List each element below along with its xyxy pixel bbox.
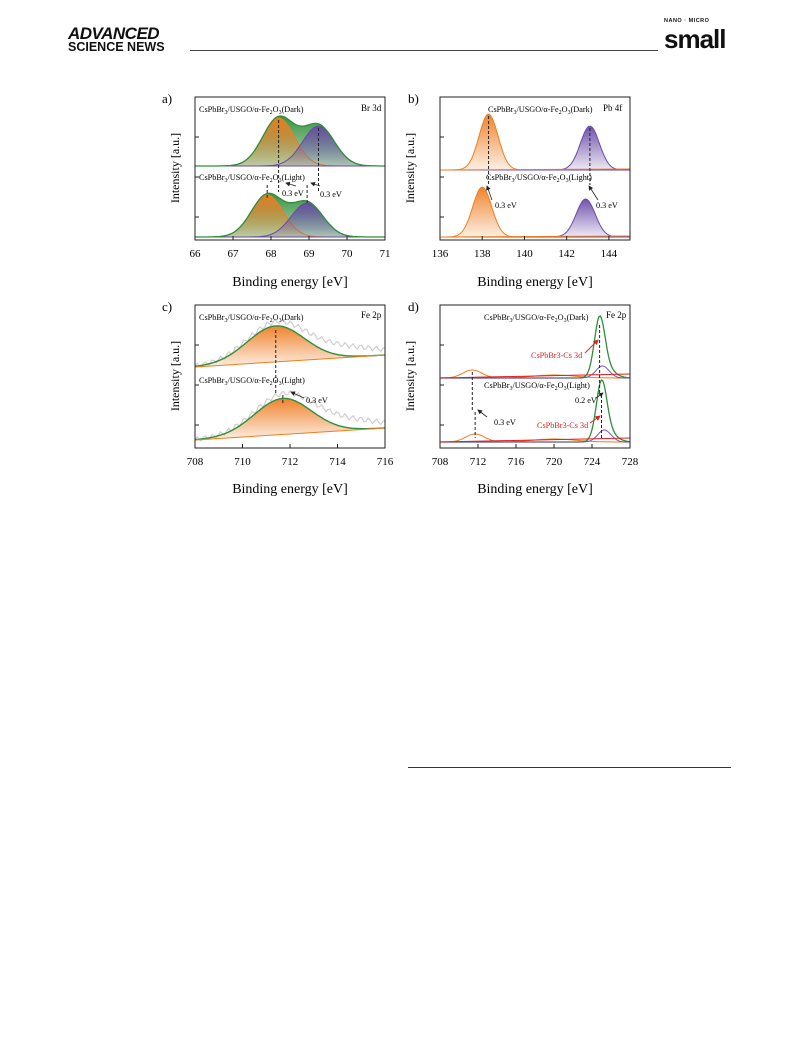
- baseline: [439, 437, 631, 443]
- x-axis-label: Binding energy [eV]: [232, 482, 348, 497]
- fe2p-1-2-component: [440, 429, 630, 443]
- dark-series-label: CsPbBr3/USGO/α-Fe2O3(Dark): [484, 313, 589, 324]
- x-tick-label: 69: [304, 248, 316, 260]
- cs3d-envelope: [440, 315, 630, 379]
- x-tick-label: 140: [516, 248, 533, 260]
- shift-label: 0.3 eV: [282, 189, 304, 198]
- baseline: [194, 354, 386, 368]
- fe2p-peak: [195, 398, 385, 440]
- fit-line: [194, 325, 386, 367]
- cs-label-light: CsPbBr3-Cs 3d: [537, 421, 588, 430]
- fe2p-peak: [195, 325, 385, 367]
- publisher-logo: ADVANCED SCIENCE NEWS: [68, 25, 165, 54]
- x-tick-label: 142: [558, 248, 575, 260]
- shift-arrow: [285, 181, 297, 187]
- x-tick-label: 66: [190, 248, 202, 260]
- element-label: Pb 4f: [603, 103, 622, 113]
- panel-b: b) Pb 4f CsPbBr3/USGO/α-Fe2O3(Dark) CsPb…: [403, 91, 631, 290]
- x-tick-label: 710: [234, 456, 251, 468]
- envelope-line: [195, 192, 385, 238]
- plot-frame: [439, 96, 631, 241]
- panel-letter: c): [162, 299, 172, 314]
- x-axis-label: Binding energy [eV]: [232, 275, 348, 290]
- baseline: [439, 373, 631, 379]
- panel-a: a) Br 3d CsPbBr3/USGO/α-Fe2O3(Dark) CsPb…: [162, 91, 391, 290]
- panel-letter: d): [408, 299, 419, 314]
- panel-letter: a): [162, 91, 172, 106]
- y-axis-label: Intensity [a.u.]: [403, 341, 417, 411]
- footnote-rule: [408, 767, 731, 768]
- journal-logo: NANO · MICRO small: [664, 18, 726, 54]
- plot-frame: [439, 304, 631, 449]
- dark-series-label: CsPbBr3/USGO/α-Fe2O3(Dark): [199, 313, 304, 324]
- dark-series-label: CsPbBr3/USGO/α-Fe2O3(Dark): [488, 105, 593, 116]
- cs-label-dark: CsPbBr3-Cs 3d: [531, 351, 582, 360]
- x-tick-label: 728: [622, 456, 639, 468]
- x-tick-label: 136: [432, 248, 449, 260]
- shift-arrow: [588, 185, 599, 201]
- fe2p-1-2-component: [440, 365, 630, 379]
- baseline: [439, 168, 631, 171]
- x-tick-label: 144: [601, 248, 618, 260]
- cs-arrow: [589, 415, 601, 424]
- light-series-label: CsPbBr3/USGO/α-Fe2O3(Light): [486, 173, 592, 184]
- x-tick-label: 71: [380, 248, 391, 260]
- fit-line: [194, 397, 386, 441]
- journal-tagline: NANO · MICRO: [664, 18, 710, 24]
- light-series-label: CsPbBr3/USGO/α-Fe2O3(Light): [484, 381, 590, 392]
- x-tick-label: 68: [266, 248, 278, 260]
- x-axis-label: Binding energy [eV]: [477, 275, 593, 290]
- x-tick-label: 724: [584, 456, 601, 468]
- x-tick-label: 712: [470, 456, 487, 468]
- x-tick-label: 714: [329, 456, 346, 468]
- x-tick-label: 708: [187, 456, 204, 468]
- light-series-label: CsPbBr3/USGO/α-Fe2O3(Light): [199, 173, 305, 184]
- x-axis-label: Binding energy [eV]: [477, 482, 593, 497]
- journal-name: small: [664, 23, 726, 54]
- shift-arrow: [477, 409, 488, 418]
- baseline: [194, 427, 386, 441]
- y-axis-label: Intensity [a.u.]: [168, 133, 182, 203]
- x-tick-label: 716: [377, 456, 394, 468]
- x-tick-label: 138: [474, 248, 491, 260]
- x-tick-label: 70: [342, 248, 354, 260]
- panel-c: c) Fe 2p CsPbBr3/USGO/α-Fe2O3(Dark) CsPb…: [162, 299, 394, 497]
- element-label: Br 3d: [361, 103, 382, 113]
- shift-label: 0.3 eV: [495, 201, 517, 210]
- plot-frame: [194, 96, 386, 241]
- y-axis-label: Intensity [a.u.]: [403, 133, 417, 203]
- header-rule: [190, 50, 658, 51]
- x-tick-label: 720: [546, 456, 563, 468]
- shift-label: 0.3 eV: [320, 190, 342, 199]
- fe2p-3-2-trace: [440, 369, 630, 379]
- cs-arrow: [584, 339, 599, 354]
- baseline: [439, 235, 631, 238]
- x-tick-label: 67: [228, 248, 240, 260]
- shift-arrow: [290, 391, 305, 399]
- light-series-label: CsPbBr3/USGO/α-Fe2O3(Light): [199, 376, 305, 387]
- x-tick-label: 712: [282, 456, 299, 468]
- publisher-name-line1: ADVANCED: [68, 24, 160, 43]
- element-label: Fe 2p: [361, 310, 382, 320]
- shift-label: 0.3 eV: [494, 418, 516, 427]
- panel-d: d) Fe 2p CsPbBr3/USGO/α-Fe2O3(Dark) CsPb…: [403, 299, 639, 497]
- publisher-name-line2: SCIENCE NEWS: [68, 40, 165, 54]
- x-tick-label: 708: [432, 456, 449, 468]
- envelope-line: [195, 115, 385, 167]
- shift-arrow: [310, 181, 321, 187]
- shift-arrow: [486, 185, 493, 201]
- raw-data-trace: [194, 390, 386, 442]
- x-tick-label: 716: [508, 456, 525, 468]
- shift-label: 0.3 eV: [306, 396, 328, 405]
- raw-data-trace: [194, 318, 386, 369]
- y-axis-label: Intensity [a.u.]: [168, 341, 182, 411]
- shift-label: 0.3 eV: [596, 201, 618, 210]
- shift-label: 0.2 eV: [575, 396, 597, 405]
- shift-arrow: [595, 392, 604, 399]
- panel-letter: b): [408, 91, 419, 106]
- element-label: Fe 2p: [606, 310, 627, 320]
- dark-series-label: CsPbBr3/USGO/α-Fe2O3(Dark): [199, 105, 304, 116]
